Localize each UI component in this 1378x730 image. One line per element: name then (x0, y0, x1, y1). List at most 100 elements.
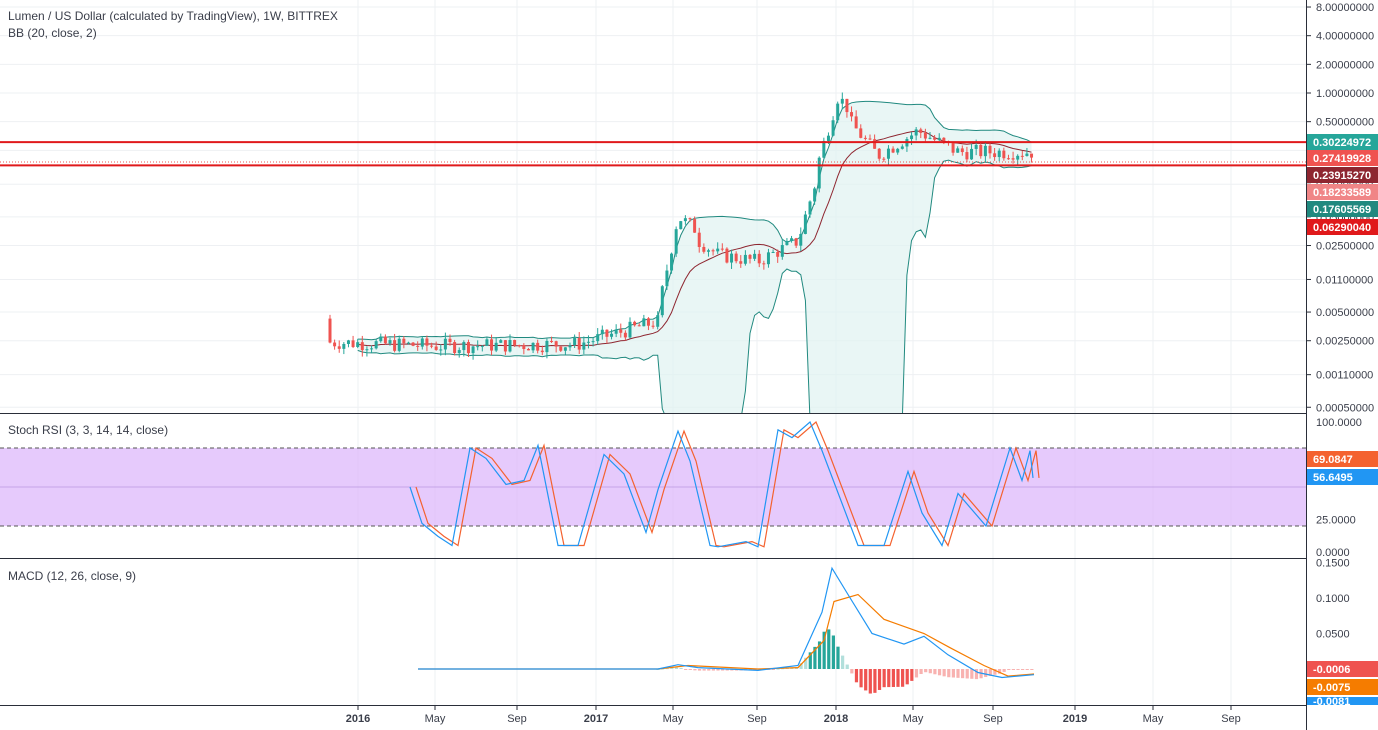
macd-histogram-bar (850, 669, 854, 674)
price-axis-label: 2.00000000 (1316, 59, 1374, 71)
time-axis-label: 2018 (824, 713, 848, 725)
candle-down (1030, 153, 1034, 158)
candle-up (822, 140, 826, 158)
candle-down (411, 342, 415, 346)
price-label-tag: 0.23915270 (1307, 167, 1378, 183)
candle-down (993, 153, 997, 158)
macd-histogram-bar (864, 669, 868, 691)
candle-down (762, 263, 766, 265)
candle-down (466, 342, 470, 354)
macd-histogram-bar (891, 669, 895, 687)
macd-histogram-bar (956, 669, 960, 678)
macd-histogram-bar (674, 667, 679, 669)
macd-histogram-bar (901, 669, 905, 687)
candle-down (637, 325, 641, 327)
candle-up (370, 348, 374, 350)
macd-axis-label: 0.1500 (1316, 558, 1350, 570)
price-axis-label: 0.00110000 (1316, 370, 1373, 382)
candle-down (891, 148, 895, 153)
candle-up (670, 253, 674, 271)
candle-up (706, 250, 710, 252)
candle-up (771, 252, 775, 254)
macd-histogram-bar (1002, 669, 1006, 672)
candle-down (850, 112, 854, 117)
candle-up (346, 340, 350, 344)
candle-up (586, 341, 590, 343)
macd-histogram-bar (1016, 669, 1020, 670)
price-label-bg (1307, 219, 1378, 235)
candle-up (508, 340, 512, 352)
candle-down (725, 248, 729, 263)
candle-up (499, 340, 503, 343)
candle-down (351, 340, 355, 347)
candle-down (540, 350, 544, 353)
macd-legend[interactable]: MACD (12, 26, close, 9) (8, 569, 137, 583)
macd-histogram-bar (914, 669, 919, 678)
chart-title: Lumen / US Dollar (calculated by Trading… (8, 9, 338, 23)
time-axis-label: Sep (1221, 713, 1241, 725)
macd-histogram-bar (993, 669, 997, 675)
candle-up (379, 336, 383, 342)
candle-down (360, 342, 364, 351)
candle-up (660, 286, 664, 316)
macd-histogram-bar (716, 669, 720, 671)
candle-down (688, 218, 692, 220)
candle-up (471, 346, 475, 354)
macd-histogram-bar (984, 669, 988, 677)
candle-down (646, 318, 650, 326)
candle-up (568, 345, 572, 348)
bb-legend[interactable]: BB (20, close, 2) (8, 26, 97, 40)
macd-histogram-bar (887, 669, 891, 688)
bollinger-band-fill (357, 101, 1032, 413)
bollinger-lower (357, 159, 1032, 413)
macd-histogram-bar (804, 657, 808, 669)
macd-histogram-bar (868, 669, 872, 694)
price-label-text: 0.18233589 (1313, 187, 1371, 199)
macd-histogram-bar (670, 667, 674, 669)
macd-histogram-bar (937, 669, 942, 676)
candle-up (397, 338, 401, 351)
price-axis-label: 8.00000000 (1316, 2, 1374, 14)
candle-down (536, 342, 540, 351)
candle-down (619, 329, 623, 333)
macd-histogram-bar (684, 669, 688, 670)
candle-down (425, 338, 429, 346)
macd-histogram-bar (928, 669, 932, 674)
price-axis-label: 0.02500000 (1316, 241, 1374, 253)
candle-down (526, 348, 530, 351)
candle-down (517, 345, 521, 347)
macd-histogram-bar (919, 669, 923, 675)
candle-up (439, 349, 443, 351)
candle-down (933, 137, 937, 140)
macd-histogram-bar (665, 668, 669, 670)
price-label-bg (1307, 201, 1378, 217)
macd-histogram-bar (693, 669, 697, 671)
candle-down (873, 139, 877, 149)
candle-down (1011, 158, 1015, 160)
macd-histogram-bar (817, 641, 822, 669)
macd-histogram-bar (836, 646, 840, 669)
candle-up (766, 252, 770, 265)
time-axis-label: 2017 (584, 713, 608, 725)
candle-up (628, 321, 632, 338)
macd-histogram-bar (951, 669, 955, 678)
candle-up (591, 341, 595, 343)
candle-down (393, 340, 397, 351)
candle-down (748, 254, 752, 259)
candle-down (633, 321, 637, 326)
macd-histogram-bar (910, 669, 914, 681)
candle-down (434, 346, 438, 350)
macd-histogram-bar (1007, 669, 1011, 670)
macd-histogram-bar (974, 669, 979, 680)
stoch-pane (0, 421, 1306, 548)
time-axis-label: 2016 (346, 713, 370, 725)
macd-histogram-bar (1021, 669, 1025, 670)
candle-down (923, 132, 927, 139)
candle-down (416, 345, 420, 347)
macd-histogram-bar (873, 669, 877, 693)
candle-down (863, 137, 867, 139)
macd-histogram-bar (845, 664, 849, 669)
candle-down (739, 261, 743, 264)
stoch-legend[interactable]: Stoch RSI (3, 3, 14, 14, close) (8, 423, 169, 437)
